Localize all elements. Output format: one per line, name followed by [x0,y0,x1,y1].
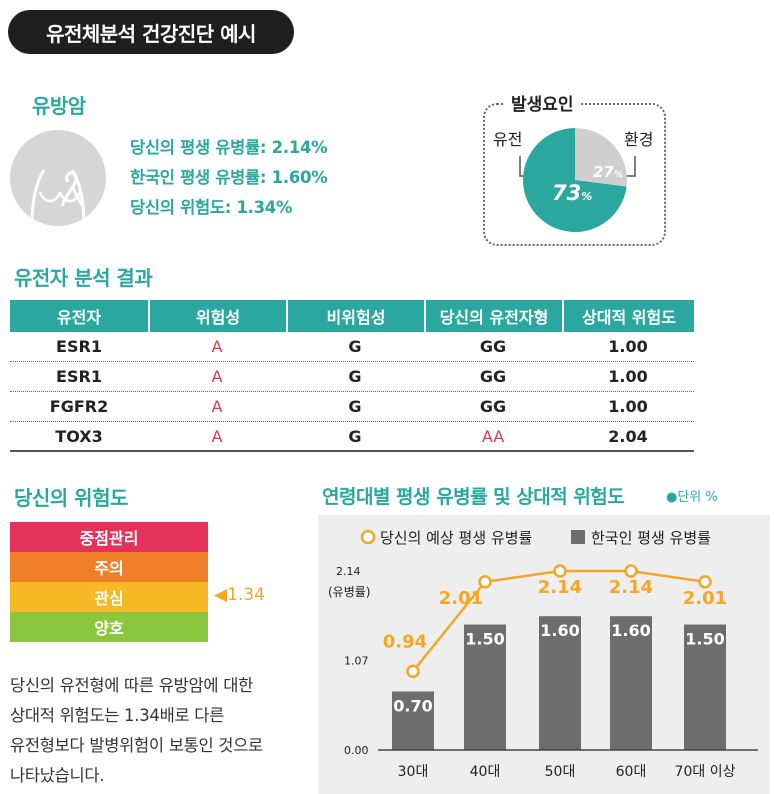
cell-genotype: AA [481,426,505,446]
risk-level-interest: 관심 [10,582,208,612]
x-tick-label-4: 70대 이상 [675,764,736,780]
col-genotype: 당신의 유전자형 [424,300,562,332]
svg-text:73%: 73% [552,181,592,205]
cell-risk: A [211,337,223,356]
risk-level-good: 양호 [10,612,208,642]
line-point-2 [553,564,567,578]
x-tick-label-1: 40대 [470,764,501,780]
col-risk: 위험성 [148,300,286,332]
chart-unit: ●단위 % [666,490,718,505]
svg-text:27%: 27% [593,163,623,181]
line-point-3 [624,564,638,578]
x-tick-label-0: 30대 [398,764,429,780]
table-row: ESR1 A G GG 1.00 [10,332,694,362]
col-relative-risk: 상대적 위험도 [562,300,694,332]
legend-label-bar: 한국인 평생 유병률 [591,529,711,547]
y-axis-label: (유병률) [328,585,370,599]
table-row: FGFR2 A G GG 1.00 [10,392,694,422]
legend-label-line: 당신의 예상 평생 유병률 [380,529,533,547]
cell-genotype: GG [479,337,507,356]
line-label-2: 2.14 [538,577,582,598]
korean-prevalence-stat: 한국인 평생 유병률: 1.60% [130,168,328,187]
line-label-4: 2.01 [683,588,727,609]
cell-risk: A [211,367,223,386]
disease-title: 유방암 [32,94,86,118]
page-title: 유전체분석 건강진단 예시 [8,10,294,54]
cell-risk: A [211,397,223,416]
genetic-label: 유전 [493,130,523,149]
factor-pie-chart: 73% 27% [519,128,636,232]
table-row: TOX3 A G AA 2.04 [10,422,694,452]
breast-cancer-icon [10,130,106,226]
line-label-3: 2.14 [609,577,653,598]
y-tick-label: 0.00 [344,744,369,757]
cell-genotype: GG [479,397,507,416]
cell-gene: FGFR2 [49,397,109,416]
bar-0 [392,691,434,750]
col-nonrisk: 비위험성 [286,300,424,332]
line-point-1 [478,575,492,589]
y-tick-label: 1.07 [344,655,369,668]
line-label-1: 2.01 [439,588,483,609]
line-point-0 [406,664,420,679]
bar-label-3: 1.60 [611,621,650,640]
description-line: 상대적 위험도는 1.34배로 다른 [10,706,225,725]
legend-marker-line [360,529,376,545]
bar-label-2: 1.60 [540,621,579,640]
description-line: 나타났습니다. [10,766,105,785]
bar-3 [610,616,652,750]
cell-nonrisk: G [348,337,362,356]
x-tick-label-2: 50대 [545,764,576,780]
risk-level-high: 중점관리 [10,522,208,552]
table-row: ESR1 A G GG 1.00 [10,362,694,392]
lifetime-prevalence-stat: 당신의 평생 유병률: 2.14% [130,138,328,157]
cell-nonrisk: G [348,367,362,386]
environment-label: 환경 [624,130,654,149]
cell-nonrisk: G [348,397,362,416]
pie-slice-genetic [523,128,627,232]
legend-marker-bar [571,530,585,544]
cell-relative-risk: 2.04 [608,426,648,446]
bar-label-4: 1.50 [685,630,724,649]
cell-risk: A [211,426,223,446]
cell-gene: ESR1 [56,367,102,386]
cell-relative-risk: 1.00 [608,367,648,386]
gene-section-title: 유전자 분석 결과 [14,266,153,290]
cell-genotype: GG [479,367,507,386]
pie-slice-environment [575,128,627,187]
description-line: 당신의 유전형에 따른 유방암에 대한 [10,676,253,695]
factor-title: 발생요인 [505,90,580,115]
risk-marker: ◀1.34 [214,585,265,605]
bar-label-1: 1.50 [465,630,504,649]
environment-pct-label: 27 [593,163,614,181]
cell-relative-risk: 1.00 [608,337,648,356]
prevalence-chart: 당신의 예상 평생 유병률 한국인 평생 유병률 2.14 (유병률) 1.07 0.00… [328,529,758,780]
risk-stat: 당신의 위험도: 1.34% [130,198,293,217]
table-header: 유전자 위험성 비위험성 당신의 유전자형 상대적 위험도 [10,300,694,332]
cell-relative-risk: 1.00 [608,397,648,416]
risk-title: 당신의 위험도 [14,486,128,510]
cell-nonrisk: G [348,426,362,446]
cell-gene: ESR1 [56,337,102,356]
bar-1 [464,624,506,750]
genetic-pct-label: 73 [552,181,581,205]
cell-gene: TOX3 [55,426,103,446]
col-gene: 유전자 [56,308,102,327]
bar-2 [539,616,581,750]
chart-title: 연령대별 평생 유병률 및 상대적 위험도 [322,486,625,508]
gene-table: 유전자 위험성 비위험성 당신의 유전자형 상대적 위험도 ESR1 A G G… [10,300,694,452]
line-point-4 [698,575,712,589]
risk-level-caution: 주의 [10,552,208,582]
x-tick-label-3: 60대 [616,764,647,780]
y-tick-label: 2.14 [336,565,361,578]
line-label-0: 0.94 [383,631,427,652]
description-line: 유전형보다 발병위험이 보통인 것으로 [10,736,263,755]
bar-label-0: 0.70 [393,696,432,715]
bar-4 [684,624,726,750]
